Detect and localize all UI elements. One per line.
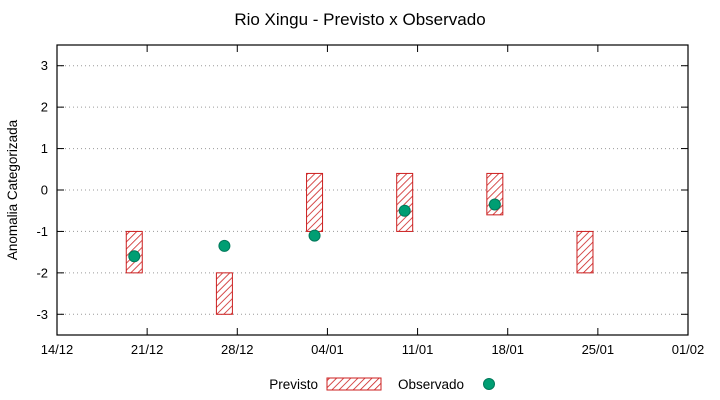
y-tick-label: -3 <box>36 307 48 322</box>
previsto-bar <box>306 172 324 232</box>
y-tick-label: 1 <box>41 141 48 156</box>
legend-swatch-previsto <box>326 377 382 391</box>
x-tick-label: 14/12 <box>41 342 74 357</box>
x-tick-label: 21/12 <box>131 342 164 357</box>
grid-lines <box>57 65 688 315</box>
previsto-bar <box>396 172 414 232</box>
legend-label-previsto: Previsto <box>269 377 318 392</box>
y-tick-label: 0 <box>41 183 48 198</box>
previsto-bar <box>215 272 233 315</box>
series-observado <box>128 198 501 263</box>
y-tick-label: -1 <box>36 224 48 239</box>
x-tick-label: 18/01 <box>491 342 524 357</box>
x-axis: 14/12 21/12 28/12 04/01 11/01 18/01 25/01 01/02 <box>41 45 705 357</box>
y-axis-label: Anomalia Categorizada <box>5 119 20 260</box>
observado-point <box>218 239 231 252</box>
chart-title: Rio Xingu - Previsto x Observado <box>234 10 486 29</box>
series-previsto <box>125 172 594 315</box>
x-tick-label: 01/02 <box>672 342 705 357</box>
x-tick-label: 25/01 <box>582 342 615 357</box>
x-tick-label: 11/01 <box>402 342 434 357</box>
x-tick-label: 04/01 <box>311 342 344 357</box>
previsto-bar <box>576 230 594 274</box>
observado-point <box>308 229 321 242</box>
observado-point <box>398 204 411 217</box>
legend-label-observado: Observado <box>398 377 464 392</box>
y-tick-label: 3 <box>41 58 48 73</box>
y-axis: -3 -2 -1 0 1 2 3 <box>36 58 688 322</box>
y-tick-label: 2 <box>41 100 48 115</box>
x-tick-label: 28/12 <box>221 342 254 357</box>
legend: Previsto Observado <box>269 377 495 392</box>
observado-point <box>488 198 501 211</box>
legend-marker-observado <box>483 378 495 390</box>
observado-point <box>128 250 141 263</box>
plot-border <box>56 44 689 336</box>
y-tick-label: -2 <box>36 265 48 280</box>
